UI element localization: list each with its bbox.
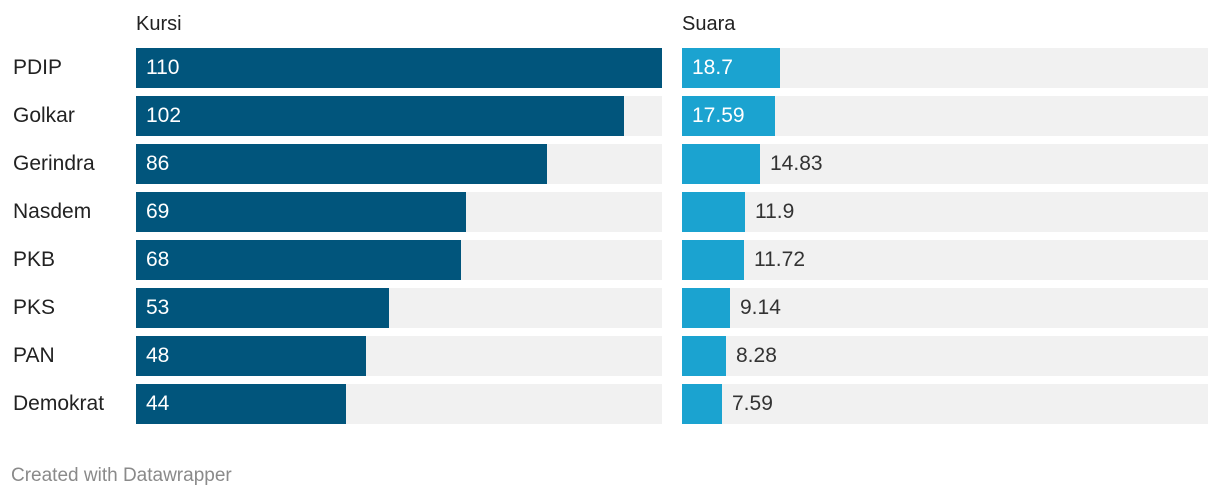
- kursi-track-pan: 48: [136, 336, 662, 376]
- suara-bar-gerindra: [682, 144, 760, 184]
- kursi-track-nasdem: 69: [136, 192, 662, 232]
- suara-value-label-golkar: 17.59: [692, 104, 745, 127]
- suara-bar-demokrat: [682, 384, 722, 424]
- suara-track-demokrat: 7.59: [682, 384, 1208, 424]
- kursi-bar-golkar: [136, 96, 624, 136]
- suara-track-pks: 9.14: [682, 288, 1208, 328]
- kursi-value-label-golkar: 102: [146, 104, 182, 127]
- suara-bar-pdip: [682, 48, 780, 88]
- suara-track-pkb: 11.72: [682, 240, 1208, 280]
- category-label-demokrat: Demokrat: [13, 392, 105, 415]
- kursi-value-label-pks: 53: [146, 296, 170, 319]
- suara-track-golkar: 17.59: [682, 96, 1208, 136]
- kursi-value-label-pan: 48: [146, 344, 170, 367]
- kursi-track-demokrat: 44: [136, 384, 662, 424]
- category-label-gerindra: Gerindra: [13, 152, 95, 175]
- footer-credit: Created with Datawrapper: [11, 465, 232, 486]
- split-bar-chart: Kursi Suara PDIP 110 18.7 Golkar 102 17.59 Ger…: [13, 13, 1208, 424]
- kursi-bar-pan: [136, 336, 366, 376]
- category-label-pks: PKS: [13, 296, 56, 319]
- kursi-value-label-nasdem: 69: [146, 200, 170, 223]
- category-label-golkar: Golkar: [13, 104, 75, 127]
- kursi-value-label-gerindra: 86: [146, 152, 170, 175]
- kursi-track-golkar: 102: [136, 96, 662, 136]
- kursi-value-label-demokrat: 44: [146, 392, 170, 415]
- column-header-kursi: Kursi: [136, 13, 182, 35]
- suara-bar-pan: [682, 336, 726, 376]
- suara-track-pdip: 18.7: [682, 48, 1208, 88]
- column-header-suara: Suara: [682, 13, 736, 35]
- suara-value-label-nasdem: 11.9: [755, 200, 795, 223]
- kursi-bar-nasdem: [136, 192, 466, 232]
- kursi-track-pkb: 68: [136, 240, 662, 280]
- kursi-bar-pkb: [136, 240, 461, 280]
- kursi-track-pdip: 110: [136, 48, 662, 88]
- suara-value-label-pkb: 11.72: [754, 248, 805, 271]
- category-label-pkb: PKB: [13, 248, 56, 271]
- kursi-track-gerindra: 86: [136, 144, 662, 184]
- suara-value-label-gerindra: 14.83: [770, 152, 823, 175]
- suara-value-label-demokrat: 7.59: [732, 392, 773, 415]
- kursi-track-pks: 53: [136, 288, 662, 328]
- category-label-nasdem: Nasdem: [13, 200, 92, 223]
- suara-bar-pkb: [682, 240, 744, 280]
- kursi-value-label-pdip: 110: [146, 56, 180, 79]
- kursi-bar-demokrat: [136, 384, 346, 424]
- kursi-value-label-pkb: 68: [146, 248, 170, 271]
- category-label-pdip: PDIP: [13, 56, 63, 79]
- kursi-bar-pdip: [136, 48, 662, 88]
- suara-bar-golkar: [682, 96, 775, 136]
- kursi-bar-gerindra: [136, 144, 547, 184]
- suara-value-label-pdip: 18.7: [692, 56, 733, 79]
- suara-value-label-pks: 9.14: [740, 296, 781, 319]
- suara-bar-pks: [682, 288, 730, 328]
- suara-track-nasdem: 11.9: [682, 192, 1208, 232]
- suara-track-gerindra: 14.83: [682, 144, 1208, 184]
- suara-value-label-pan: 8.28: [736, 344, 777, 367]
- suara-track-pan: 8.28: [682, 336, 1208, 376]
- kursi-bar-pks: [136, 288, 389, 328]
- suara-bar-nasdem: [682, 192, 745, 232]
- category-label-pan: PAN: [13, 344, 55, 367]
